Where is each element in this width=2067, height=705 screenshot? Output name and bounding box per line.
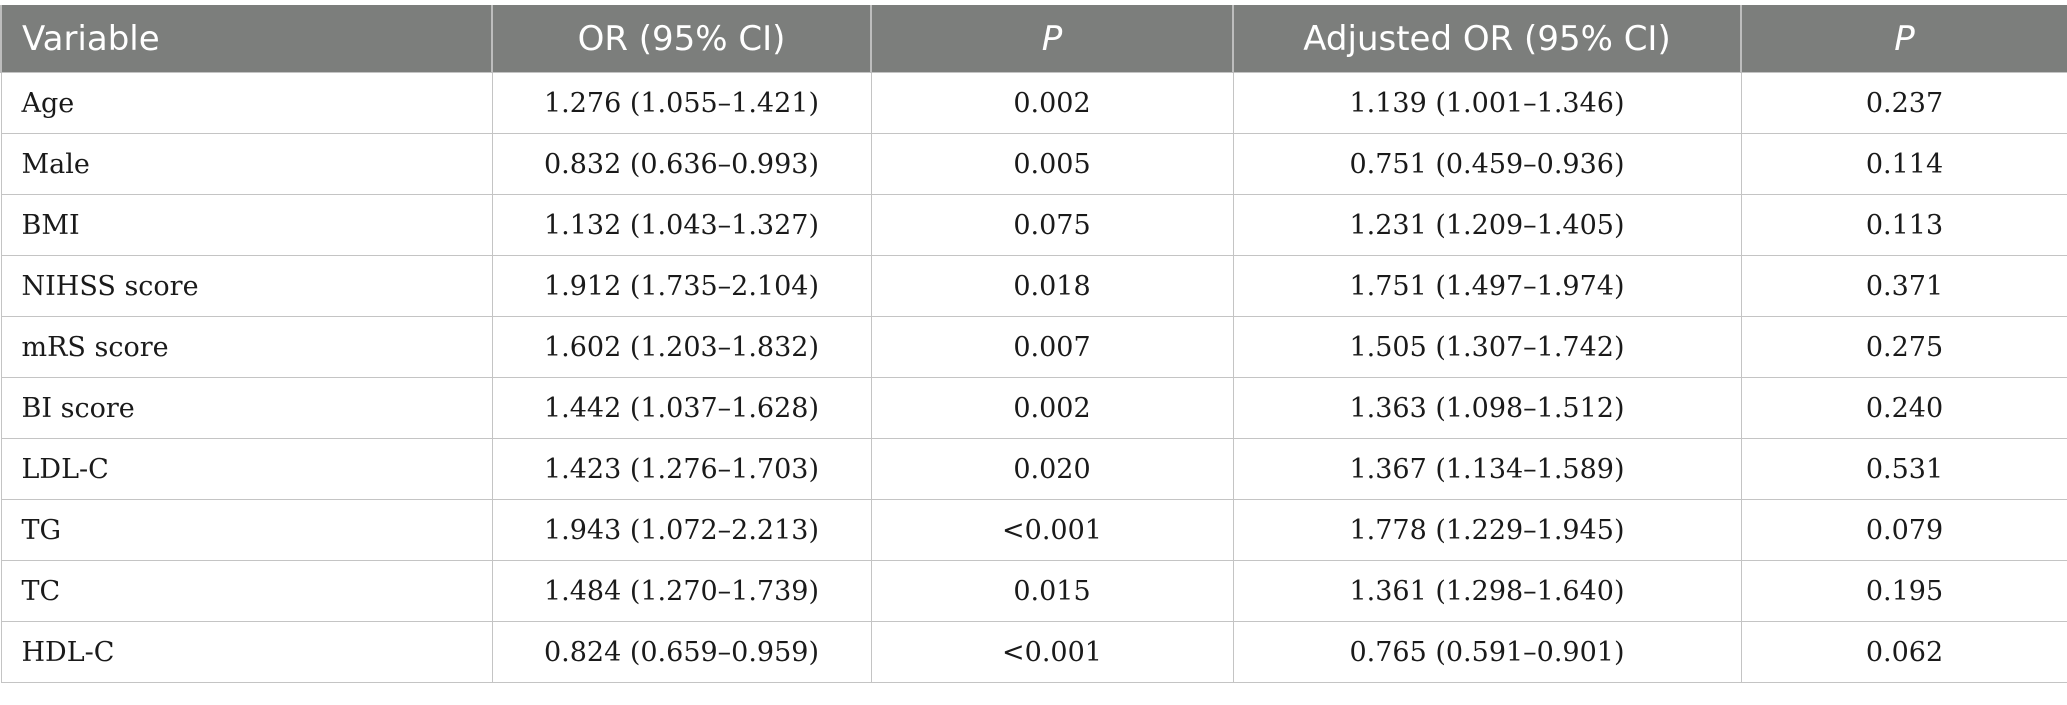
cell-variable: BMI [0, 194, 493, 256]
table-row: TC 1.484 (1.270–1.739) 0.015 1.361 (1.29… [0, 560, 2067, 622]
cell-or-ci: 0.832 (0.636–0.993) [491, 133, 872, 195]
cell-adjusted-p: 0.240 [1740, 377, 2067, 439]
cell-adjusted-p: 0.371 [1740, 255, 2067, 317]
cell-adjusted-or-ci: 1.139 (1.001–1.346) [1232, 72, 1742, 134]
table-row: LDL-C 1.423 (1.276–1.703) 0.020 1.367 (1… [0, 438, 2067, 500]
cell-or-ci: 1.423 (1.276–1.703) [491, 438, 872, 500]
table-row: Age 1.276 (1.055–1.421) 0.002 1.139 (1.0… [0, 72, 2067, 134]
cell-variable: NIHSS score [0, 255, 493, 317]
header-or-ci: OR (95% CI) [491, 5, 872, 73]
cell-adjusted-or-ci: 1.361 (1.298–1.640) [1232, 560, 1742, 622]
table-row: Male 0.832 (0.636–0.993) 0.005 0.751 (0.… [0, 133, 2067, 195]
cell-adjusted-p: 0.237 [1740, 72, 2067, 134]
cell-or-ci: 1.442 (1.037–1.628) [491, 377, 872, 439]
table-row: BI score 1.442 (1.037–1.628) 0.002 1.363… [0, 377, 2067, 439]
cell-variable: TC [0, 560, 493, 622]
cell-or-ci: 1.943 (1.072–2.213) [491, 499, 872, 561]
cell-variable: LDL-C [0, 438, 493, 500]
header-variable: Variable [0, 5, 493, 73]
cell-or-ci: 1.602 (1.203–1.832) [491, 316, 872, 378]
table-row: mRS score 1.602 (1.203–1.832) 0.007 1.50… [0, 316, 2067, 378]
cell-adjusted-or-ci: 1.367 (1.134–1.589) [1232, 438, 1742, 500]
cell-p: 0.020 [870, 438, 1234, 500]
odds-ratio-table-container: Variable OR (95% CI) P Adjusted OR (95% … [0, 5, 2067, 683]
cell-adjusted-p: 0.195 [1740, 560, 2067, 622]
cell-p: 0.002 [870, 72, 1234, 134]
table-row: BMI 1.132 (1.043–1.327) 0.075 1.231 (1.2… [0, 194, 2067, 256]
cell-variable: Age [0, 72, 493, 134]
cell-variable: mRS score [0, 316, 493, 378]
header-p: P [870, 5, 1234, 73]
cell-p: 0.015 [870, 560, 1234, 622]
cell-variable: BI score [0, 377, 493, 439]
cell-adjusted-or-ci: 1.363 (1.098–1.512) [1232, 377, 1742, 439]
cell-or-ci: 1.132 (1.043–1.327) [491, 194, 872, 256]
cell-adjusted-p: 0.079 [1740, 499, 2067, 561]
cell-adjusted-p: 0.062 [1740, 621, 2067, 683]
cell-variable: TG [0, 499, 493, 561]
cell-p: <0.001 [870, 621, 1234, 683]
cell-adjusted-or-ci: 1.778 (1.229–1.945) [1232, 499, 1742, 561]
cell-adjusted-p: 0.531 [1740, 438, 2067, 500]
cell-adjusted-or-ci: 1.751 (1.497–1.974) [1232, 255, 1742, 317]
cell-p: 0.018 [870, 255, 1234, 317]
cell-p: 0.002 [870, 377, 1234, 439]
cell-p: 0.005 [870, 133, 1234, 195]
table-row: TG 1.943 (1.072–2.213) <0.001 1.778 (1.2… [0, 499, 2067, 561]
cell-or-ci: 0.824 (0.659–0.959) [491, 621, 872, 683]
cell-p: 0.007 [870, 316, 1234, 378]
header-adjusted-p: P [1740, 5, 2067, 73]
cell-p: <0.001 [870, 499, 1234, 561]
odds-ratio-table: Variable OR (95% CI) P Adjusted OR (95% … [0, 5, 2067, 683]
cell-adjusted-or-ci: 0.765 (0.591–0.901) [1232, 621, 1742, 683]
cell-or-ci: 1.484 (1.270–1.739) [491, 560, 872, 622]
cell-adjusted-or-ci: 1.231 (1.209–1.405) [1232, 194, 1742, 256]
cell-or-ci: 1.276 (1.055–1.421) [491, 72, 872, 134]
cell-or-ci: 1.912 (1.735–2.104) [491, 255, 872, 317]
header-adjusted-or-ci: Adjusted OR (95% CI) [1232, 5, 1742, 73]
cell-variable: HDL-C [0, 621, 493, 683]
table-header-row: Variable OR (95% CI) P Adjusted OR (95% … [0, 5, 2067, 73]
cell-adjusted-p: 0.275 [1740, 316, 2067, 378]
table-row: HDL-C 0.824 (0.659–0.959) <0.001 0.765 (… [0, 621, 2067, 683]
cell-adjusted-p: 0.113 [1740, 194, 2067, 256]
cell-adjusted-p: 0.114 [1740, 133, 2067, 195]
cell-p: 0.075 [870, 194, 1234, 256]
cell-adjusted-or-ci: 1.505 (1.307–1.742) [1232, 316, 1742, 378]
cell-variable: Male [0, 133, 493, 195]
table-row: NIHSS score 1.912 (1.735–2.104) 0.018 1.… [0, 255, 2067, 317]
cell-adjusted-or-ci: 0.751 (0.459–0.936) [1232, 133, 1742, 195]
